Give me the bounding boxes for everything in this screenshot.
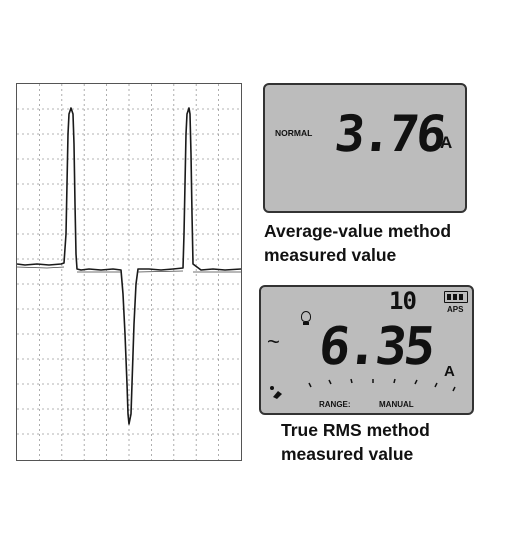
caption-rms-line1: True RMS method [281, 420, 430, 440]
caption-rms: True RMS method measured value [281, 418, 430, 466]
average-unit: A [440, 133, 453, 152]
waveform-trace [17, 107, 241, 425]
rms-reading: 6.35 [315, 317, 436, 377]
average-meter-display: NORMAL 3.76 A [263, 83, 467, 213]
range-mode: MANUAL [379, 400, 414, 409]
caption-average-line2: measured value [264, 245, 397, 265]
waveform-noise [17, 266, 241, 273]
caption-average: Average-value method measured value [264, 219, 451, 267]
grid [17, 84, 241, 460]
aps-label: APS [447, 305, 464, 314]
caption-rms-line2: measured value [281, 444, 414, 464]
caption-average-line1: Average-value method [264, 221, 452, 241]
oscilloscope-graph [17, 84, 241, 460]
bulb-base-icon [303, 322, 309, 325]
range-digits: 10 [389, 287, 417, 315]
bargraph-ticks [308, 378, 456, 392]
mode-label: NORMAL [275, 128, 313, 138]
average-reading: 3.76 [331, 105, 447, 163]
rms-unit: A [444, 363, 455, 380]
range-label: RANGE: [319, 400, 351, 409]
rms-meter-display: 10 APS ~ 6.35 A RANGE: MANUAL [259, 285, 474, 415]
probe-icon [269, 385, 285, 399]
oscilloscope-screen [16, 83, 242, 461]
bulb-icon [301, 311, 311, 322]
battery-icon [444, 291, 468, 303]
ac-symbol: ~ [267, 329, 280, 354]
